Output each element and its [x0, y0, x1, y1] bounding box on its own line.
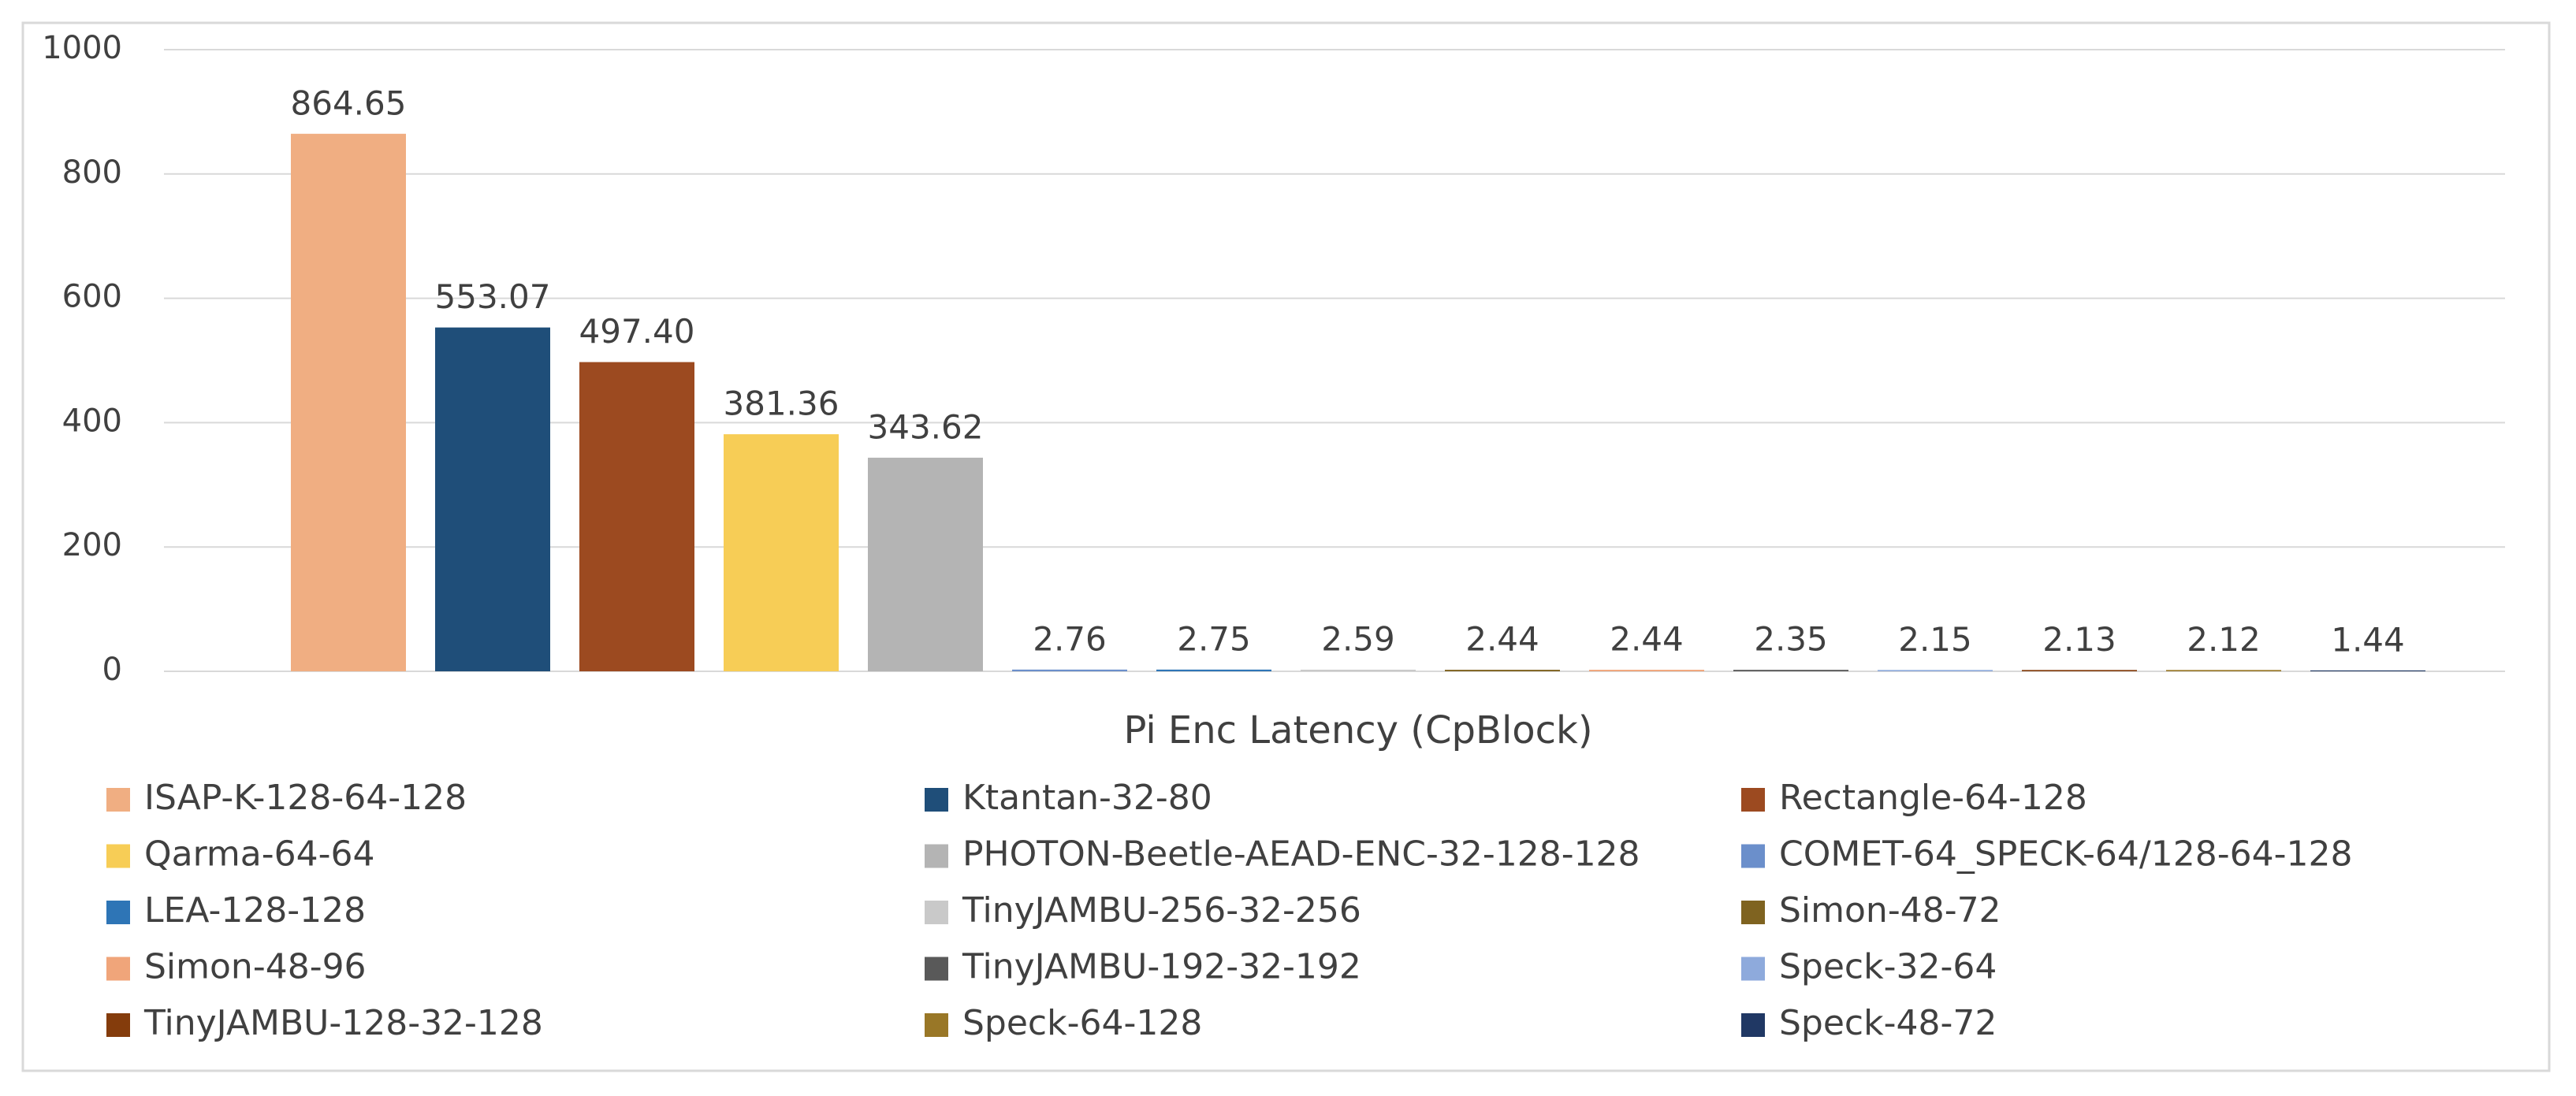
- legend-label: Qarma-64-64: [144, 834, 374, 875]
- bar: [2022, 670, 2137, 671]
- value-label: 2.76: [1033, 619, 1107, 658]
- y-tick-label: 200: [62, 527, 122, 563]
- value-label: 2.35: [1754, 620, 1828, 659]
- legend-swatch: [925, 844, 948, 868]
- bar: [1445, 670, 1560, 671]
- value-label: 2.12: [2187, 620, 2261, 659]
- legend-label: ISAP-K-128-64-128: [144, 778, 467, 818]
- legend-label: Speck-32-64: [1779, 947, 1997, 987]
- bar: [291, 133, 406, 672]
- legend-label: TinyJAMBU-256-32-256: [962, 890, 1361, 931]
- legend-swatch: [106, 957, 130, 981]
- legend-label: Simon-48-96: [144, 947, 367, 987]
- legend-label: Rectangle-64-128: [1779, 778, 2087, 818]
- legend-swatch: [1741, 844, 1765, 868]
- y-tick-label: 400: [62, 403, 122, 439]
- legend-swatch: [1741, 1013, 1765, 1037]
- legend-swatch: [1741, 957, 1765, 981]
- legend-swatch: [106, 788, 130, 812]
- legend-label: TinyJAMBU-192-32-192: [962, 947, 1361, 987]
- legend-swatch: [1741, 788, 1765, 812]
- value-label: 2.13: [2042, 620, 2116, 659]
- legend-swatch: [106, 1013, 130, 1037]
- value-label: 497.40: [579, 312, 695, 351]
- value-label: 343.62: [868, 407, 984, 446]
- legend-swatch: [925, 788, 948, 812]
- value-label: 2.44: [1465, 620, 1539, 659]
- value-label: 2.59: [1321, 619, 1395, 658]
- legend-label: PHOTON-Beetle-AEAD-ENC-32-128-128: [962, 834, 1640, 875]
- legend-swatch: [925, 901, 948, 924]
- bar: [724, 434, 839, 671]
- bar: [1156, 669, 1271, 671]
- value-label: 2.75: [1177, 619, 1251, 658]
- legend-swatch: [1741, 901, 1765, 924]
- value-label: 2.44: [1610, 620, 1684, 659]
- y-tick-label: 0: [102, 652, 122, 688]
- bar: [579, 362, 694, 671]
- legend-label: TinyJAMBU-128-32-128: [143, 1003, 543, 1043]
- y-tick-label: 1000: [42, 30, 122, 66]
- legend-label: Speck-64-128: [962, 1003, 1202, 1043]
- legend-label: Simon-48-72: [1779, 890, 2001, 931]
- bar: [1733, 670, 1848, 671]
- bar: [1301, 669, 1416, 671]
- value-label: 864.65: [291, 84, 407, 122]
- bar: [1589, 670, 1704, 671]
- legend-label: Ktantan-32-80: [962, 778, 1212, 818]
- legend-label: LEA-128-128: [144, 890, 366, 931]
- x-tick-label: Pi Enc Latency (CpBlock): [1123, 708, 1592, 752]
- legend-swatch: [106, 844, 130, 868]
- value-label: 553.07: [435, 277, 551, 316]
- bar: [1012, 669, 1127, 671]
- legend-label: Speck-48-72: [1779, 1003, 1997, 1043]
- y-tick-label: 800: [62, 154, 122, 191]
- value-label: 1.44: [2331, 620, 2405, 659]
- legend-swatch: [925, 957, 948, 981]
- y-tick-label: 600: [62, 279, 122, 315]
- value-label: 381.36: [724, 385, 839, 423]
- bar: [868, 457, 983, 671]
- legend-label: COMET-64_SPECK-64/128-64-128: [1779, 834, 2352, 875]
- bar: [2166, 670, 2281, 671]
- value-label: 2.15: [1898, 620, 1972, 659]
- bar: [435, 327, 550, 671]
- legend-swatch: [925, 1013, 948, 1037]
- legend-swatch: [106, 901, 130, 924]
- bar: [1878, 670, 1993, 671]
